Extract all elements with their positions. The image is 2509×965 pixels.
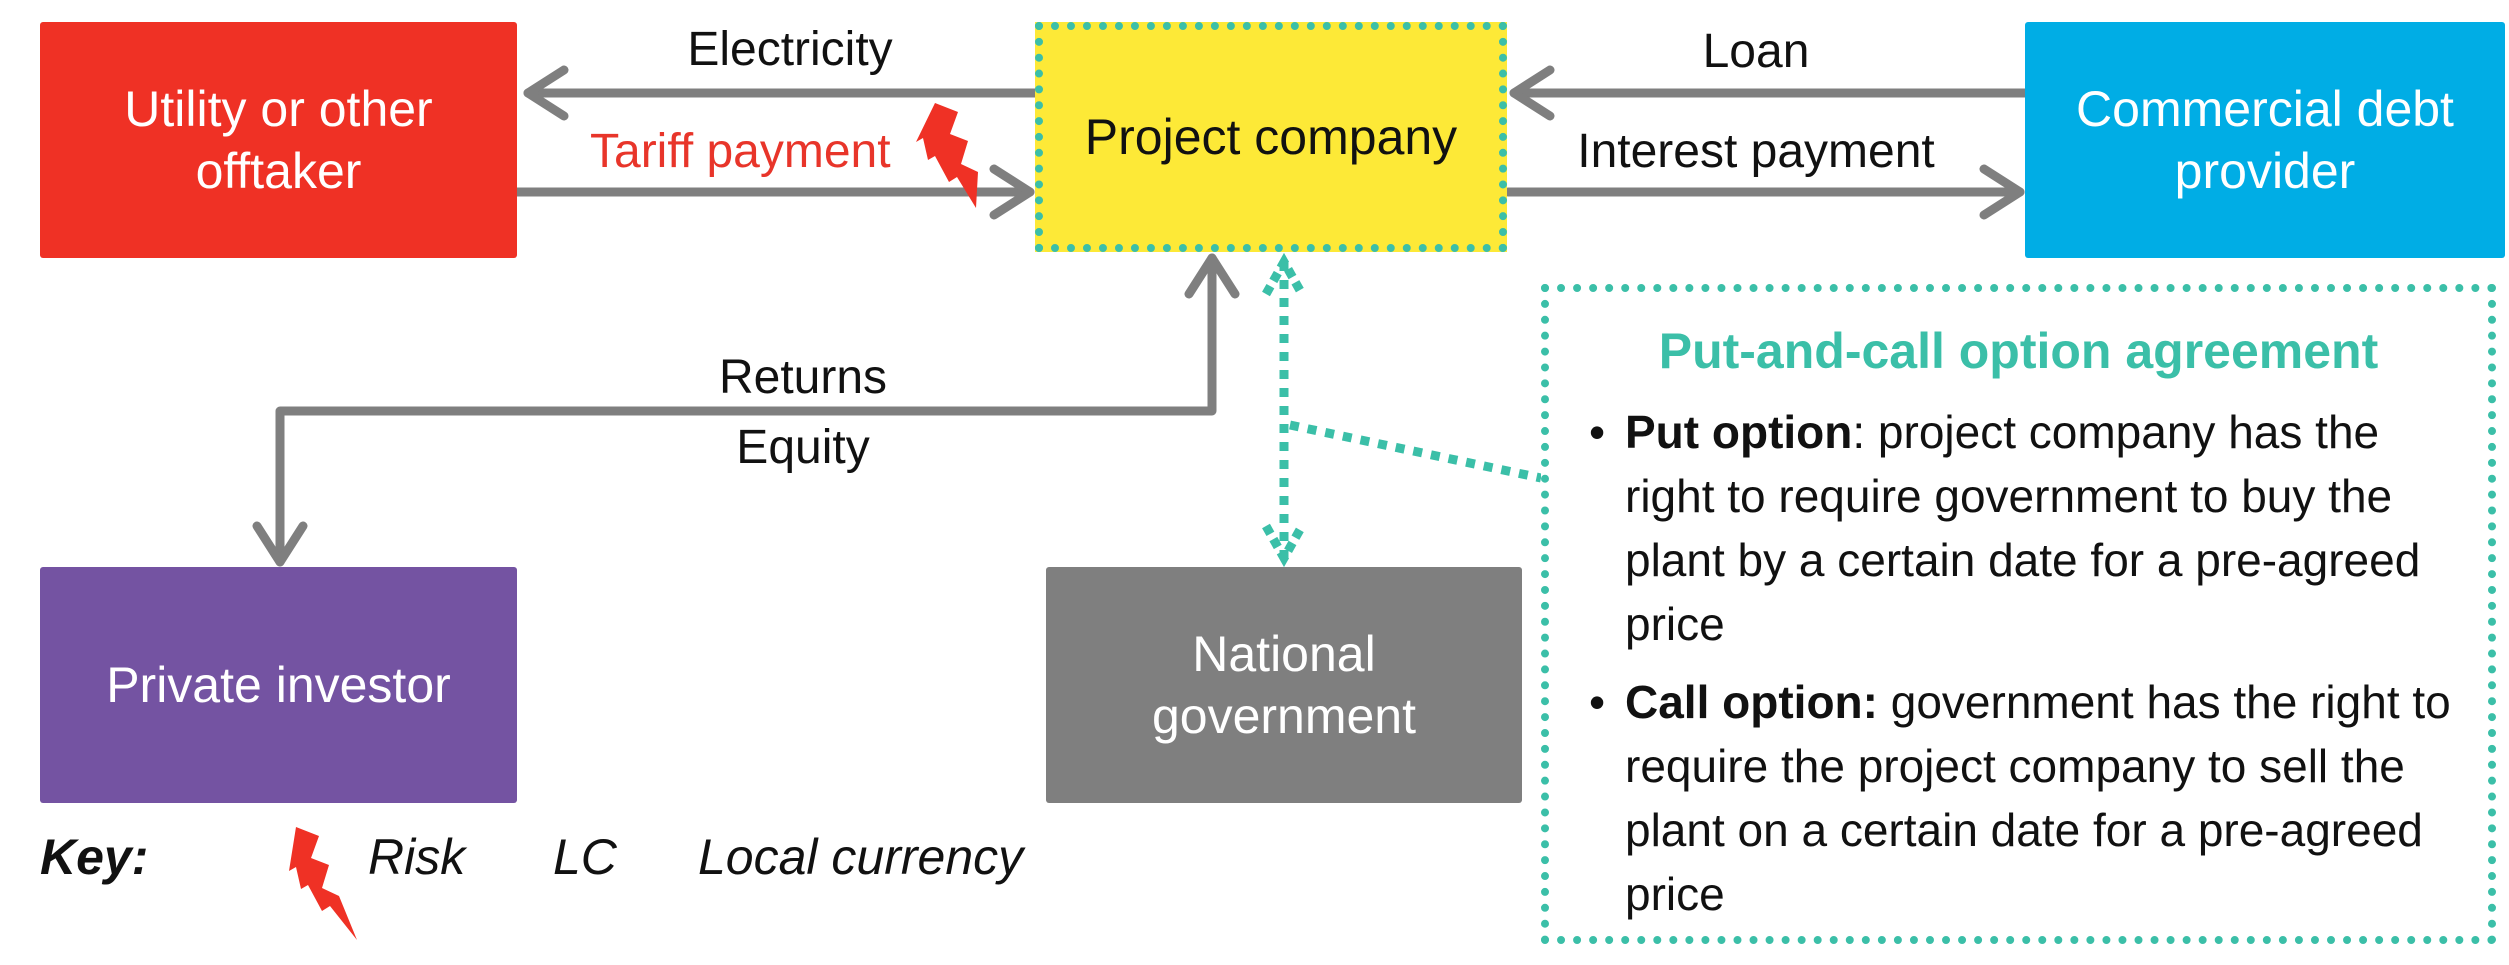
put-call-agreement-panel: Put-and-call option agreement • Put opti… [1541,284,2496,944]
project-company-box: Project company [1035,22,1507,252]
private-investor-box: Private investor [40,567,517,803]
put-option-term: Put option [1625,406,1853,458]
lender-label: Commercial debt provider [2076,81,2454,199]
electricity-arrow [523,65,1045,121]
key-title: Key: [40,829,149,885]
returns-label: Returns [718,351,888,404]
call-option-bullet: • Call option: government has the right … [1589,670,2469,930]
key-risk-label: Risk [368,829,466,885]
lender-box: Commercial debt provider [2025,22,2505,258]
equity-label: Equity [736,421,870,474]
tariff-payment-arrow [511,164,1035,220]
national-government-label: National government [1151,626,1417,744]
bullet-dot: • [1589,406,1606,458]
electricity-label: Electricity [687,23,893,76]
loan-arrow [1509,65,2030,121]
utility-label: Utility or other offtaker [124,81,433,199]
utility-box: Utility or other offtaker [40,22,517,258]
national-government-box: National government [1046,567,1522,803]
call-option-text: Call option: government has the right to… [1625,670,2475,926]
tariff-payment-label: Tariff payment [590,125,891,178]
put-option-description: : project company has the right to requi… [1625,406,2421,650]
lightning-bolt-icon [916,103,978,208]
loan-label: Loan [1702,25,1810,78]
option-agreement-arrow [1262,252,1542,568]
lightning-bolt-icon [289,827,357,940]
agreement-title: Put-and-call option agreement [1658,323,2379,379]
bullet-dot: • [1589,676,1606,728]
private-investor-label: Private investor [106,657,451,713]
call-option-description: government has the right to require the … [1625,676,2451,920]
put-option-text: Put option: project company has the righ… [1625,400,2475,656]
key-lc-abbr: LC [553,829,617,885]
put-option-bullet: • Put option: project company has the ri… [1589,400,2469,660]
key-lc-full: Local currency [698,829,1024,885]
interest-payment-arrow [1503,164,2025,220]
call-option-term: Call option: [1625,676,1878,728]
interest-payment-label: Interest payment [1577,125,1935,178]
returns-equity-arrow [252,253,1240,567]
project-company-label: Project company [1084,109,1458,165]
